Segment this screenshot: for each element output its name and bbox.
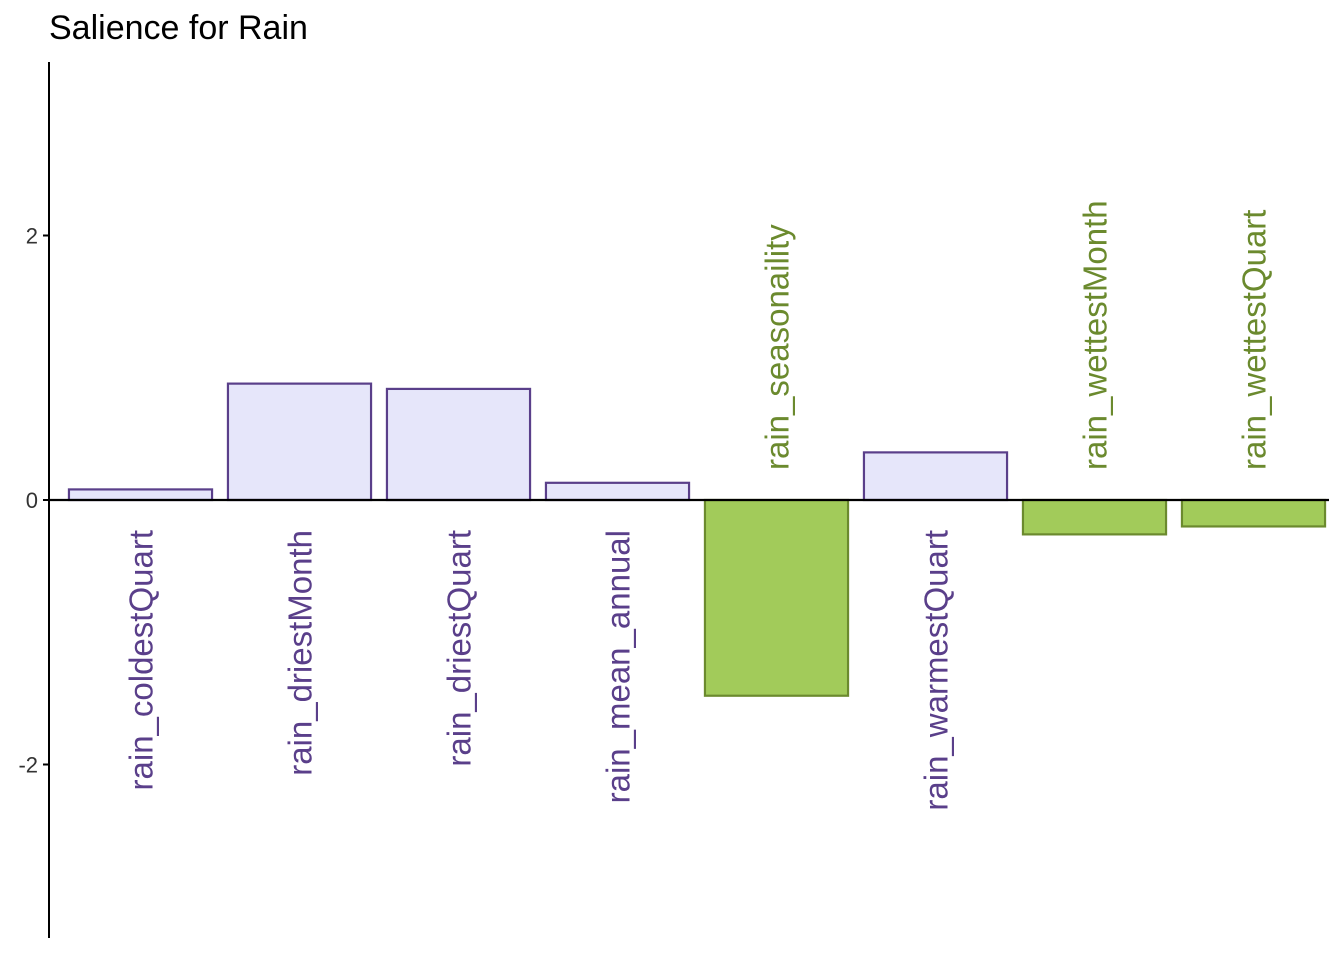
- bar-label-rain_driestQuart: rain_driestQuart: [441, 530, 478, 767]
- y-tick-label: 0: [26, 488, 38, 513]
- y-tick-label: 2: [26, 224, 38, 249]
- y-tick-label: -2: [18, 753, 38, 778]
- bar-rain_seasonaility: [703, 498, 850, 697]
- bar-labels-layer: rain_coldestQuart rain_driestMonth rain_dr…: [123, 200, 1273, 810]
- bar-label-rain_driestMonth: rain_driestMonth: [282, 530, 319, 776]
- bar-label-rain_seasonaility: rain_seasonaility: [759, 224, 796, 470]
- chart-title: Salience for Rain: [49, 9, 308, 47]
- bar-label-rain_mean_annual: rain_mean_annual: [600, 530, 637, 803]
- bar-rain_warmestQuart: [862, 451, 1009, 502]
- bar-rain_driestMonth: [226, 382, 373, 502]
- bar-rain_driestQuart: [385, 387, 532, 502]
- bar-rain_wettestMonth: [1021, 498, 1168, 536]
- axes-layer: -2 0 2: [18, 62, 1329, 938]
- bar-label-rain_wettestMonth: rain_wettestMonth: [1077, 200, 1114, 470]
- bar-label-rain_coldestQuart: rain_coldestQuart: [123, 530, 160, 790]
- bar-rain_wettestQuart: [1180, 498, 1327, 528]
- bar-rain_mean_annual: [544, 481, 691, 502]
- bar-rain_coldestQuart: [67, 488, 214, 502]
- bars-layer: [67, 382, 1327, 697]
- bar-label-rain_warmestQuart: rain_warmestQuart: [918, 530, 955, 811]
- bar-label-rain_wettestQuart: rain_wettestQuart: [1236, 210, 1273, 470]
